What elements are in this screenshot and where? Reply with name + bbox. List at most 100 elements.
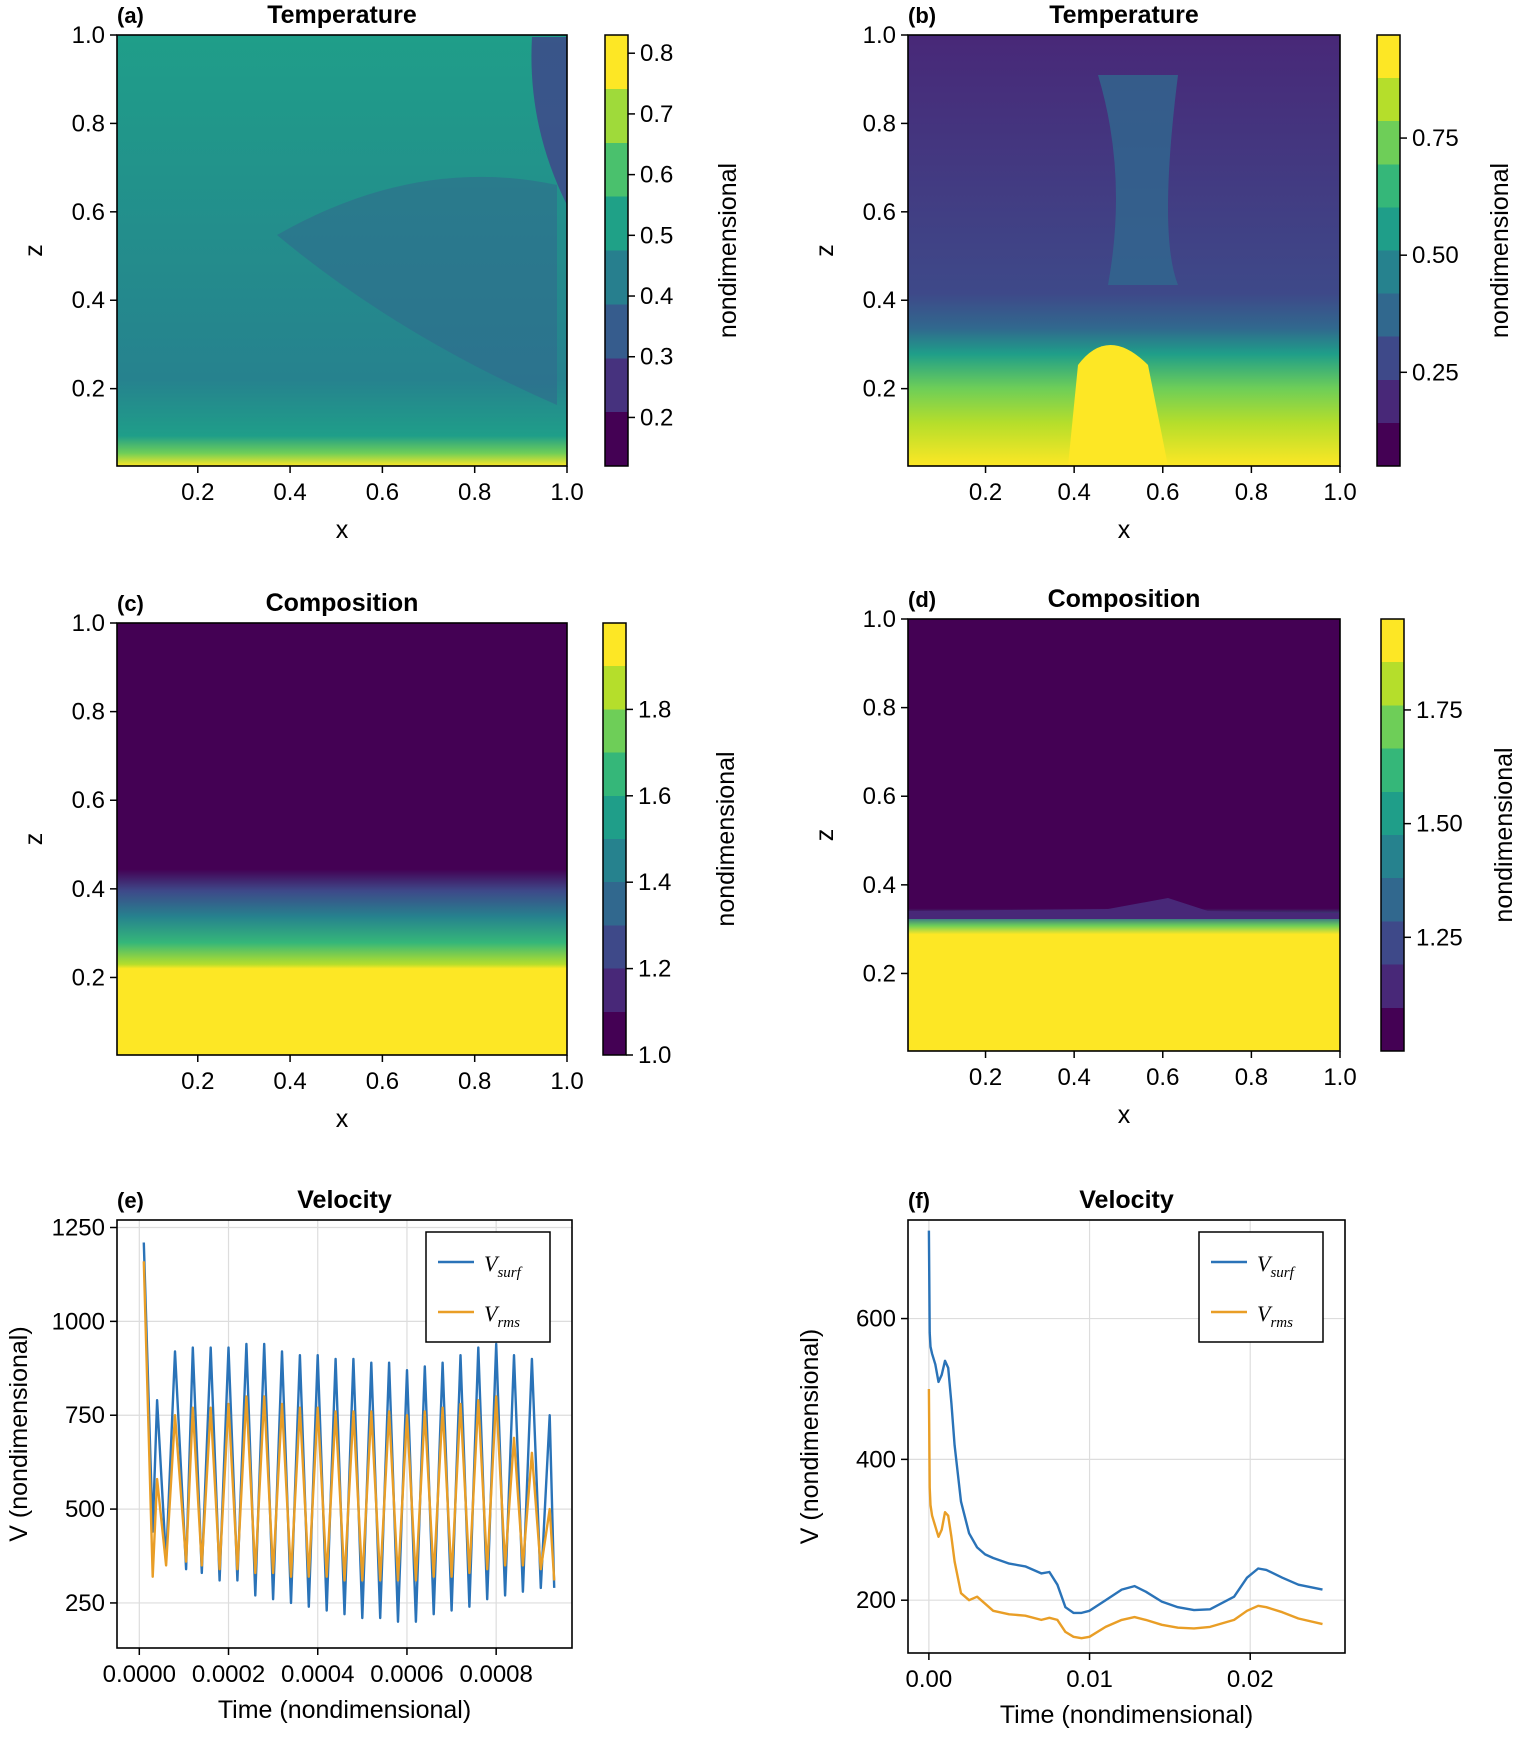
panel-label: (a) <box>117 3 144 28</box>
panel-d: 0.2 0.4 0.6 0.8 1.0 0.2 0.4 0.6 0.8 1.0 x z Composit… <box>811 585 1515 1129</box>
colorbar-tick-label: 0.6 <box>640 162 673 189</box>
series-line-v-rms <box>927 1388 1323 1640</box>
y-tick-label: 0.2 <box>72 964 105 991</box>
x-tick-label: 0.4 <box>1057 1064 1090 1091</box>
x-tick-label: 1.0 <box>1323 479 1356 506</box>
y-tick-label: 0.6 <box>863 199 896 226</box>
x-tick-label: 0.6 <box>366 479 399 506</box>
x-axis-label: x <box>1118 516 1131 544</box>
y-axis-label: V (nondimensional) <box>796 1329 824 1544</box>
y-tick-label: 0.8 <box>863 110 896 137</box>
plume <box>1098 75 1178 285</box>
x-tick-label: 0.0008 <box>459 1661 532 1688</box>
colorbar-tick-label: 0.50 <box>1412 242 1459 269</box>
colorbar <box>602 622 627 1056</box>
z-axis-label: z <box>20 244 48 257</box>
x-tick-label: 0.02 <box>1227 1666 1274 1693</box>
cool-corner <box>531 37 567 205</box>
z-axis-label: z <box>811 829 839 842</box>
y-tick-label: 0.8 <box>72 699 105 726</box>
panel-title: Velocity <box>297 1186 392 1214</box>
x-axis-label: Time (nondimensional) <box>1000 1701 1253 1729</box>
legend-label-subscript: surf <box>1270 1265 1295 1281</box>
panel-title: Temperature <box>1049 1 1199 29</box>
y-tick-label: 1.0 <box>72 22 105 49</box>
colorbar-tick-label: 1.25 <box>1416 924 1463 951</box>
x-tick-label: 0.0004 <box>281 1661 354 1688</box>
series-line-v-surf <box>927 1230 1323 1615</box>
panel-a: 0.2 0.4 0.6 0.8 1.0 0.2 0.4 0.6 0.8 1.0 x z Temperat… <box>20 1 742 544</box>
z-axis-label: z <box>811 244 839 257</box>
y-tick-label: 0.6 <box>72 787 105 814</box>
axes-frame <box>907 1219 1346 1654</box>
y-tick-label: 0.8 <box>72 110 105 137</box>
y-tick-label: 750 <box>65 1402 105 1429</box>
colorbar-tick-label: 0.8 <box>640 40 673 67</box>
y-tick-label: 250 <box>65 1590 105 1617</box>
panel-title: Velocity <box>1079 1186 1174 1214</box>
core-region <box>277 176 557 405</box>
x-tick-label: 0.4 <box>273 479 306 506</box>
x-tick-label: 0.0006 <box>370 1661 443 1688</box>
panel-label: (b) <box>908 3 936 28</box>
y-tick-label: 500 <box>65 1496 105 1523</box>
colorbar-label: nondimensional <box>1490 747 1515 922</box>
panel-label: (f) <box>908 1188 930 1213</box>
colorbar-tick-label: 0.2 <box>640 404 673 431</box>
y-tick-label: 1.0 <box>72 610 105 637</box>
y-tick-label: 0.6 <box>72 199 105 226</box>
y-tick-label: 1.0 <box>863 22 896 49</box>
colorbar-tick-label: 1.75 <box>1416 697 1463 724</box>
x-axis-label: x <box>336 1105 349 1133</box>
panel-label: (d) <box>908 587 936 612</box>
colorbar-tick-label: 0.4 <box>640 283 673 310</box>
x-tick-label: 0.6 <box>1146 1064 1179 1091</box>
colorbar-tick-label: 0.7 <box>640 101 673 128</box>
x-tick-label: 0.0002 <box>192 1661 265 1688</box>
x-axis-label: Time (nondimensional) <box>218 1696 471 1724</box>
interface-bump <box>908 898 1340 919</box>
series-line-v-rms <box>142 1261 556 1582</box>
panel-b: 0.2 0.4 0.6 0.8 1.0 0.2 0.4 0.6 0.8 1.0 x z Temperat… <box>811 1 1514 544</box>
colorbar-label: nondimensional <box>714 163 742 338</box>
x-tick-label: 1.0 <box>550 1068 583 1095</box>
x-tick-label: 0.8 <box>458 1068 491 1095</box>
heatmap-field <box>117 623 567 1055</box>
x-tick-label: 1.0 <box>1323 1064 1356 1091</box>
y-tick-label: 0.2 <box>72 376 105 403</box>
colorbar <box>1380 618 1405 1052</box>
y-tick-label: 0.4 <box>863 287 896 314</box>
x-tick-label: 0.8 <box>1235 1064 1268 1091</box>
x-tick-label: 0.2 <box>181 479 214 506</box>
axes-frame <box>907 34 1341 467</box>
colorbar-tick-label: 1.4 <box>638 869 671 896</box>
x-tick-label: 0.6 <box>366 1068 399 1095</box>
y-tick-label: 0.4 <box>72 287 105 314</box>
colorbar-tick-label: 0.3 <box>640 344 673 371</box>
x-axis-label: x <box>336 516 349 544</box>
y-tick-label: 0.4 <box>72 876 105 903</box>
axes-frame <box>116 34 568 467</box>
panel-title: Composition <box>266 589 419 617</box>
y-axis-label: V (nondimensional) <box>5 1326 33 1541</box>
x-tick-label: 0.4 <box>273 1068 306 1095</box>
y-tick-label: 200 <box>856 1587 896 1614</box>
panel-e: 0.0000 0.0002 0.0004 0.0006 0.0008 250 500 750 1… <box>5 1186 573 1724</box>
y-tick-label: 1000 <box>52 1308 105 1335</box>
x-tick-label: 0.8 <box>458 479 491 506</box>
x-tick-label: 0.2 <box>181 1068 214 1095</box>
colorbar-tick-label: 1.8 <box>638 696 671 723</box>
x-tick-label: 0.4 <box>1057 479 1090 506</box>
x-tick-label: 0.2 <box>969 1064 1002 1091</box>
panel-title: Composition <box>1048 585 1201 613</box>
y-tick-label: 1.0 <box>863 606 896 633</box>
legend-label-subscript: rms <box>1270 1315 1293 1331</box>
y-tick-label: 0.2 <box>863 376 896 403</box>
colorbar-label: nondimensional <box>712 751 740 926</box>
x-tick-label: 0.00 <box>906 1666 953 1693</box>
colorbar-tick-label: 0.75 <box>1412 125 1459 152</box>
panel-label: (c) <box>117 591 144 616</box>
